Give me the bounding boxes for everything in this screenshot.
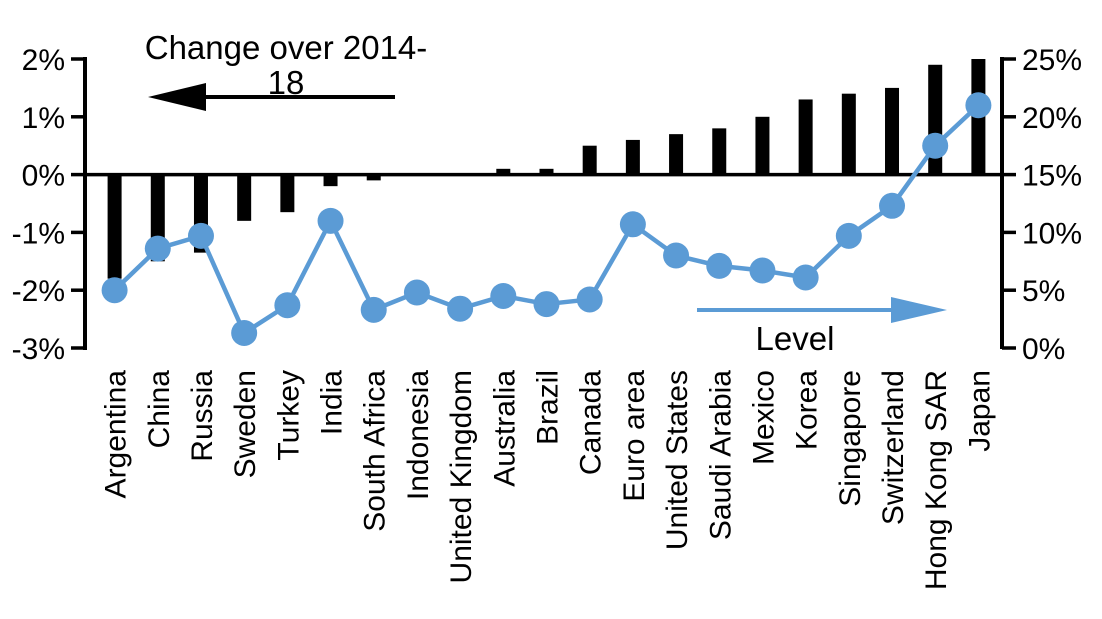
- line-series-label: Level: [755, 320, 835, 357]
- line-marker: [274, 292, 301, 319]
- x-axis-label: Hong Kong SAR: [920, 370, 953, 590]
- x-axis-label: Japan: [963, 370, 996, 452]
- line-marker: [792, 264, 819, 291]
- y-axis-tick-label-left: 0%: [22, 160, 65, 193]
- y-axis-tick-label-right: 25%: [1022, 44, 1082, 77]
- line-marker: [835, 222, 862, 249]
- x-axis-label: Turkey: [272, 370, 305, 461]
- y-axis-tick-label-right: 20%: [1022, 102, 1082, 135]
- x-axis-label: Saudi Arabia: [704, 370, 737, 540]
- line-marker: [360, 296, 387, 323]
- bar: [107, 174, 122, 279]
- line-marker: [533, 291, 560, 318]
- right-arrow-head: [891, 297, 947, 323]
- x-axis-label: United States: [661, 370, 694, 550]
- bar: [841, 93, 856, 175]
- line-marker: [706, 252, 733, 279]
- x-axis-label: Russia: [186, 370, 219, 462]
- bar: [885, 87, 900, 175]
- bar: [798, 99, 813, 175]
- y-axis-tick-label-right: 15%: [1022, 160, 1082, 193]
- line-marker: [879, 192, 906, 219]
- bar: [625, 139, 640, 175]
- y-axis-tick-label-left: 2%: [22, 44, 65, 77]
- bar: [280, 174, 295, 213]
- line-marker: [101, 277, 128, 304]
- bar: [712, 128, 727, 175]
- x-axis-label: China: [143, 370, 176, 449]
- line-marker: [965, 92, 992, 119]
- line-marker: [403, 279, 430, 306]
- x-axis-label: Argentina: [100, 370, 133, 499]
- x-axis-label: Euro area: [618, 370, 651, 502]
- line-marker: [576, 286, 603, 313]
- line-marker: [231, 319, 258, 346]
- x-axis-label: Brazil: [531, 370, 564, 445]
- bar: [366, 174, 381, 181]
- y-axis-tick-label-left: -3%: [12, 333, 65, 366]
- y-axis-tick-label-right: 5%: [1022, 275, 1065, 308]
- left-arrow-head: [148, 83, 206, 111]
- x-axis-label: Sweden: [229, 370, 262, 478]
- line-marker: [749, 257, 776, 284]
- bar: [539, 168, 554, 175]
- bar: [323, 174, 338, 187]
- y-axis-tick-label-right: 10%: [1022, 217, 1082, 250]
- x-axis-label: India: [316, 370, 349, 435]
- line-marker: [144, 235, 171, 262]
- bars-series-label: Change over 2014-18: [144, 29, 428, 101]
- y-axis-tick-label-right: 0%: [1022, 333, 1065, 366]
- line-marker: [922, 132, 949, 159]
- x-axis-label: South Africa: [359, 370, 392, 532]
- line-marker: [447, 295, 474, 322]
- x-axis-label: Korea: [791, 370, 824, 450]
- y-axis-tick-label-left: -2%: [12, 275, 65, 308]
- bar: [669, 134, 684, 175]
- bar: [237, 174, 252, 221]
- x-axis-label: Mexico: [747, 370, 780, 465]
- bar: [582, 145, 597, 175]
- line-marker: [619, 211, 646, 238]
- line-marker: [317, 207, 344, 234]
- bar: [496, 168, 511, 175]
- line-marker: [663, 242, 690, 269]
- x-axis-label: Canada: [575, 370, 608, 475]
- x-axis-label: Singapore: [834, 370, 867, 507]
- line-marker: [490, 282, 517, 309]
- line-marker: [187, 222, 214, 249]
- x-axis-label: Australia: [488, 370, 521, 487]
- x-axis-label: Switzerland: [877, 370, 910, 525]
- x-axis-label: United Kingdom: [445, 370, 478, 583]
- y-axis-tick-label-left: 1%: [22, 102, 65, 135]
- y-axis-tick-label-left: -1%: [12, 217, 65, 250]
- bar: [755, 116, 770, 175]
- x-axis-label: Indonesia: [402, 370, 435, 500]
